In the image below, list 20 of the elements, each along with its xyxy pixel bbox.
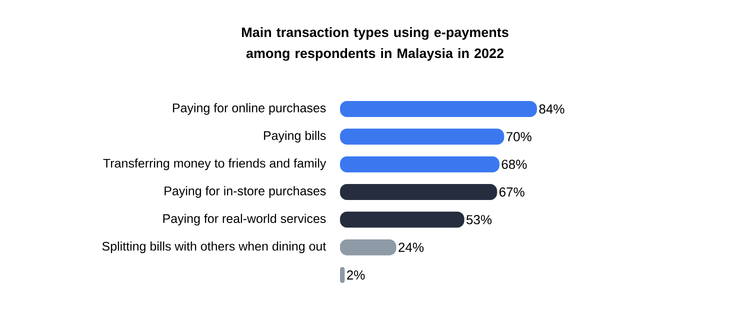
y-tick-label: Paying bills <box>264 130 326 142</box>
bar <box>340 156 500 172</box>
data-label: 67% <box>499 187 524 197</box>
data-label: 84% <box>539 104 564 114</box>
data-label: 68% <box>502 160 527 169</box>
data-label: 24% <box>398 242 424 252</box>
data-label: 2% <box>347 270 365 280</box>
bar <box>340 239 396 256</box>
y-tick-label: Transferring money to friends and family <box>103 158 326 170</box>
bar <box>340 128 504 145</box>
y-tick-label: Paying for real-world services <box>163 214 326 226</box>
y-tick-label: Splitting bills with others when dining out <box>102 241 326 254</box>
chart-title: Main transaction types using e-payments among respondents in Malaysia in 2022 <box>242 27 508 61</box>
y-tick-label: Paying for online purchases <box>172 103 326 115</box>
bar <box>340 184 498 200</box>
y-tick-label: Paying for in-store purchases <box>164 186 326 198</box>
bar <box>340 101 537 117</box>
bar <box>340 212 464 228</box>
data-label: 70% <box>506 132 532 142</box>
data-label: 53% <box>466 215 492 224</box>
